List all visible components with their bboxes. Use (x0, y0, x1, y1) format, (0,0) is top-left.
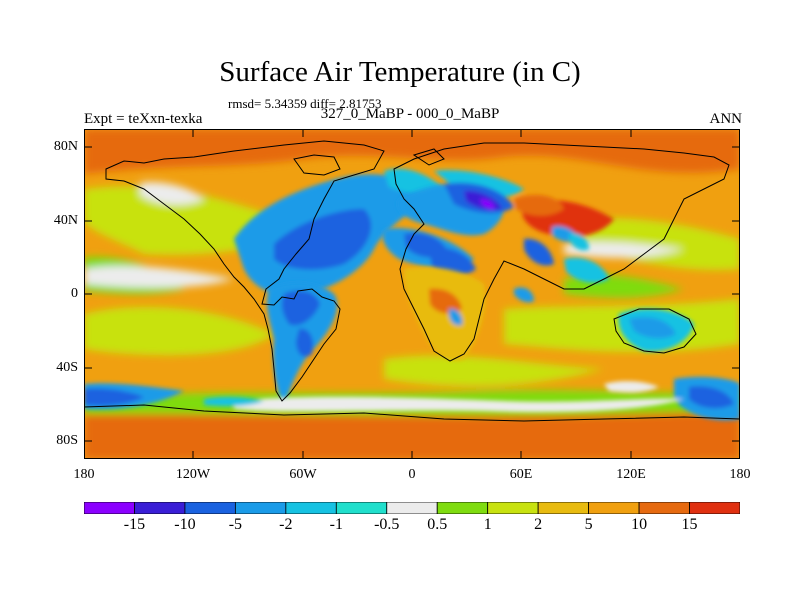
colorbar-label: -1 (329, 516, 343, 533)
lon-tick-120e: 120E (616, 467, 646, 482)
colorbar-label: 5 (584, 516, 593, 533)
colorbar-swatch (134, 502, 186, 514)
lat-tick-0: 0 (71, 286, 78, 301)
lat-tick-40n: 40N (53, 213, 78, 228)
lat-tick-80s: 80S (56, 433, 78, 448)
colorbar-swatch (184, 502, 236, 514)
eurasia-cooling (382, 170, 614, 303)
colorbar-swatch (689, 502, 740, 514)
colorbar-swatch (234, 502, 287, 514)
lon-tick-180w: 180 (73, 467, 95, 482)
lon-tick-180e: 180 (729, 467, 751, 482)
season-label: ANN (709, 111, 743, 127)
colorbar-label: -10 (174, 516, 196, 533)
lat-tick-40s: 40S (56, 360, 78, 375)
coastline-outline (84, 140, 740, 422)
colorbar-swatch (638, 502, 690, 514)
lon-tick-60w: 60W (289, 467, 317, 482)
colorbar-label: 15 (681, 516, 698, 533)
temperature-map (84, 129, 740, 459)
africa-field (403, 267, 486, 361)
colorbar (84, 502, 740, 514)
experiment-label: Expt = teXxn-texka (84, 111, 203, 127)
colorbar-label: 10 (631, 516, 648, 533)
south-america-cooling (266, 282, 338, 404)
colorbar-swatch (335, 502, 388, 514)
lat-tick-80n: 80N (53, 139, 78, 154)
lon-tick-120w: 120W (175, 467, 211, 482)
axis-ticks (84, 129, 740, 459)
difference-name: 327_0_MaBP - 000_0_MaBP (320, 106, 500, 122)
colorbar-label: -15 (123, 516, 146, 533)
colorbar-swatch (588, 502, 640, 514)
map-panel (84, 129, 740, 459)
colorbar-swatch (285, 502, 337, 514)
lon-tick-60e: 60E (509, 467, 533, 482)
colorbar-label: 0.5 (427, 516, 448, 533)
colorbar-label: -0.5 (374, 516, 400, 533)
southern-cooling (84, 308, 740, 421)
figure-title: Surface Air Temperature (in C) (219, 56, 581, 88)
colorbar-swatch (84, 502, 135, 514)
lon-tick-0: 0 (408, 467, 416, 482)
colorbar-label: -5 (228, 516, 243, 533)
colorbar-label: 2 (534, 516, 543, 533)
colorbar-label: 1 (483, 516, 492, 533)
colorbar-label: -2 (279, 516, 293, 533)
colorbar-swatch (436, 502, 489, 514)
colorbar-swatch (537, 502, 590, 514)
colorbar-swatch (386, 502, 438, 514)
colorbar-swatch (487, 502, 539, 514)
rmsd-diff-stats: rmsd= 5.34359 diff= 2.81753 (228, 96, 382, 111)
